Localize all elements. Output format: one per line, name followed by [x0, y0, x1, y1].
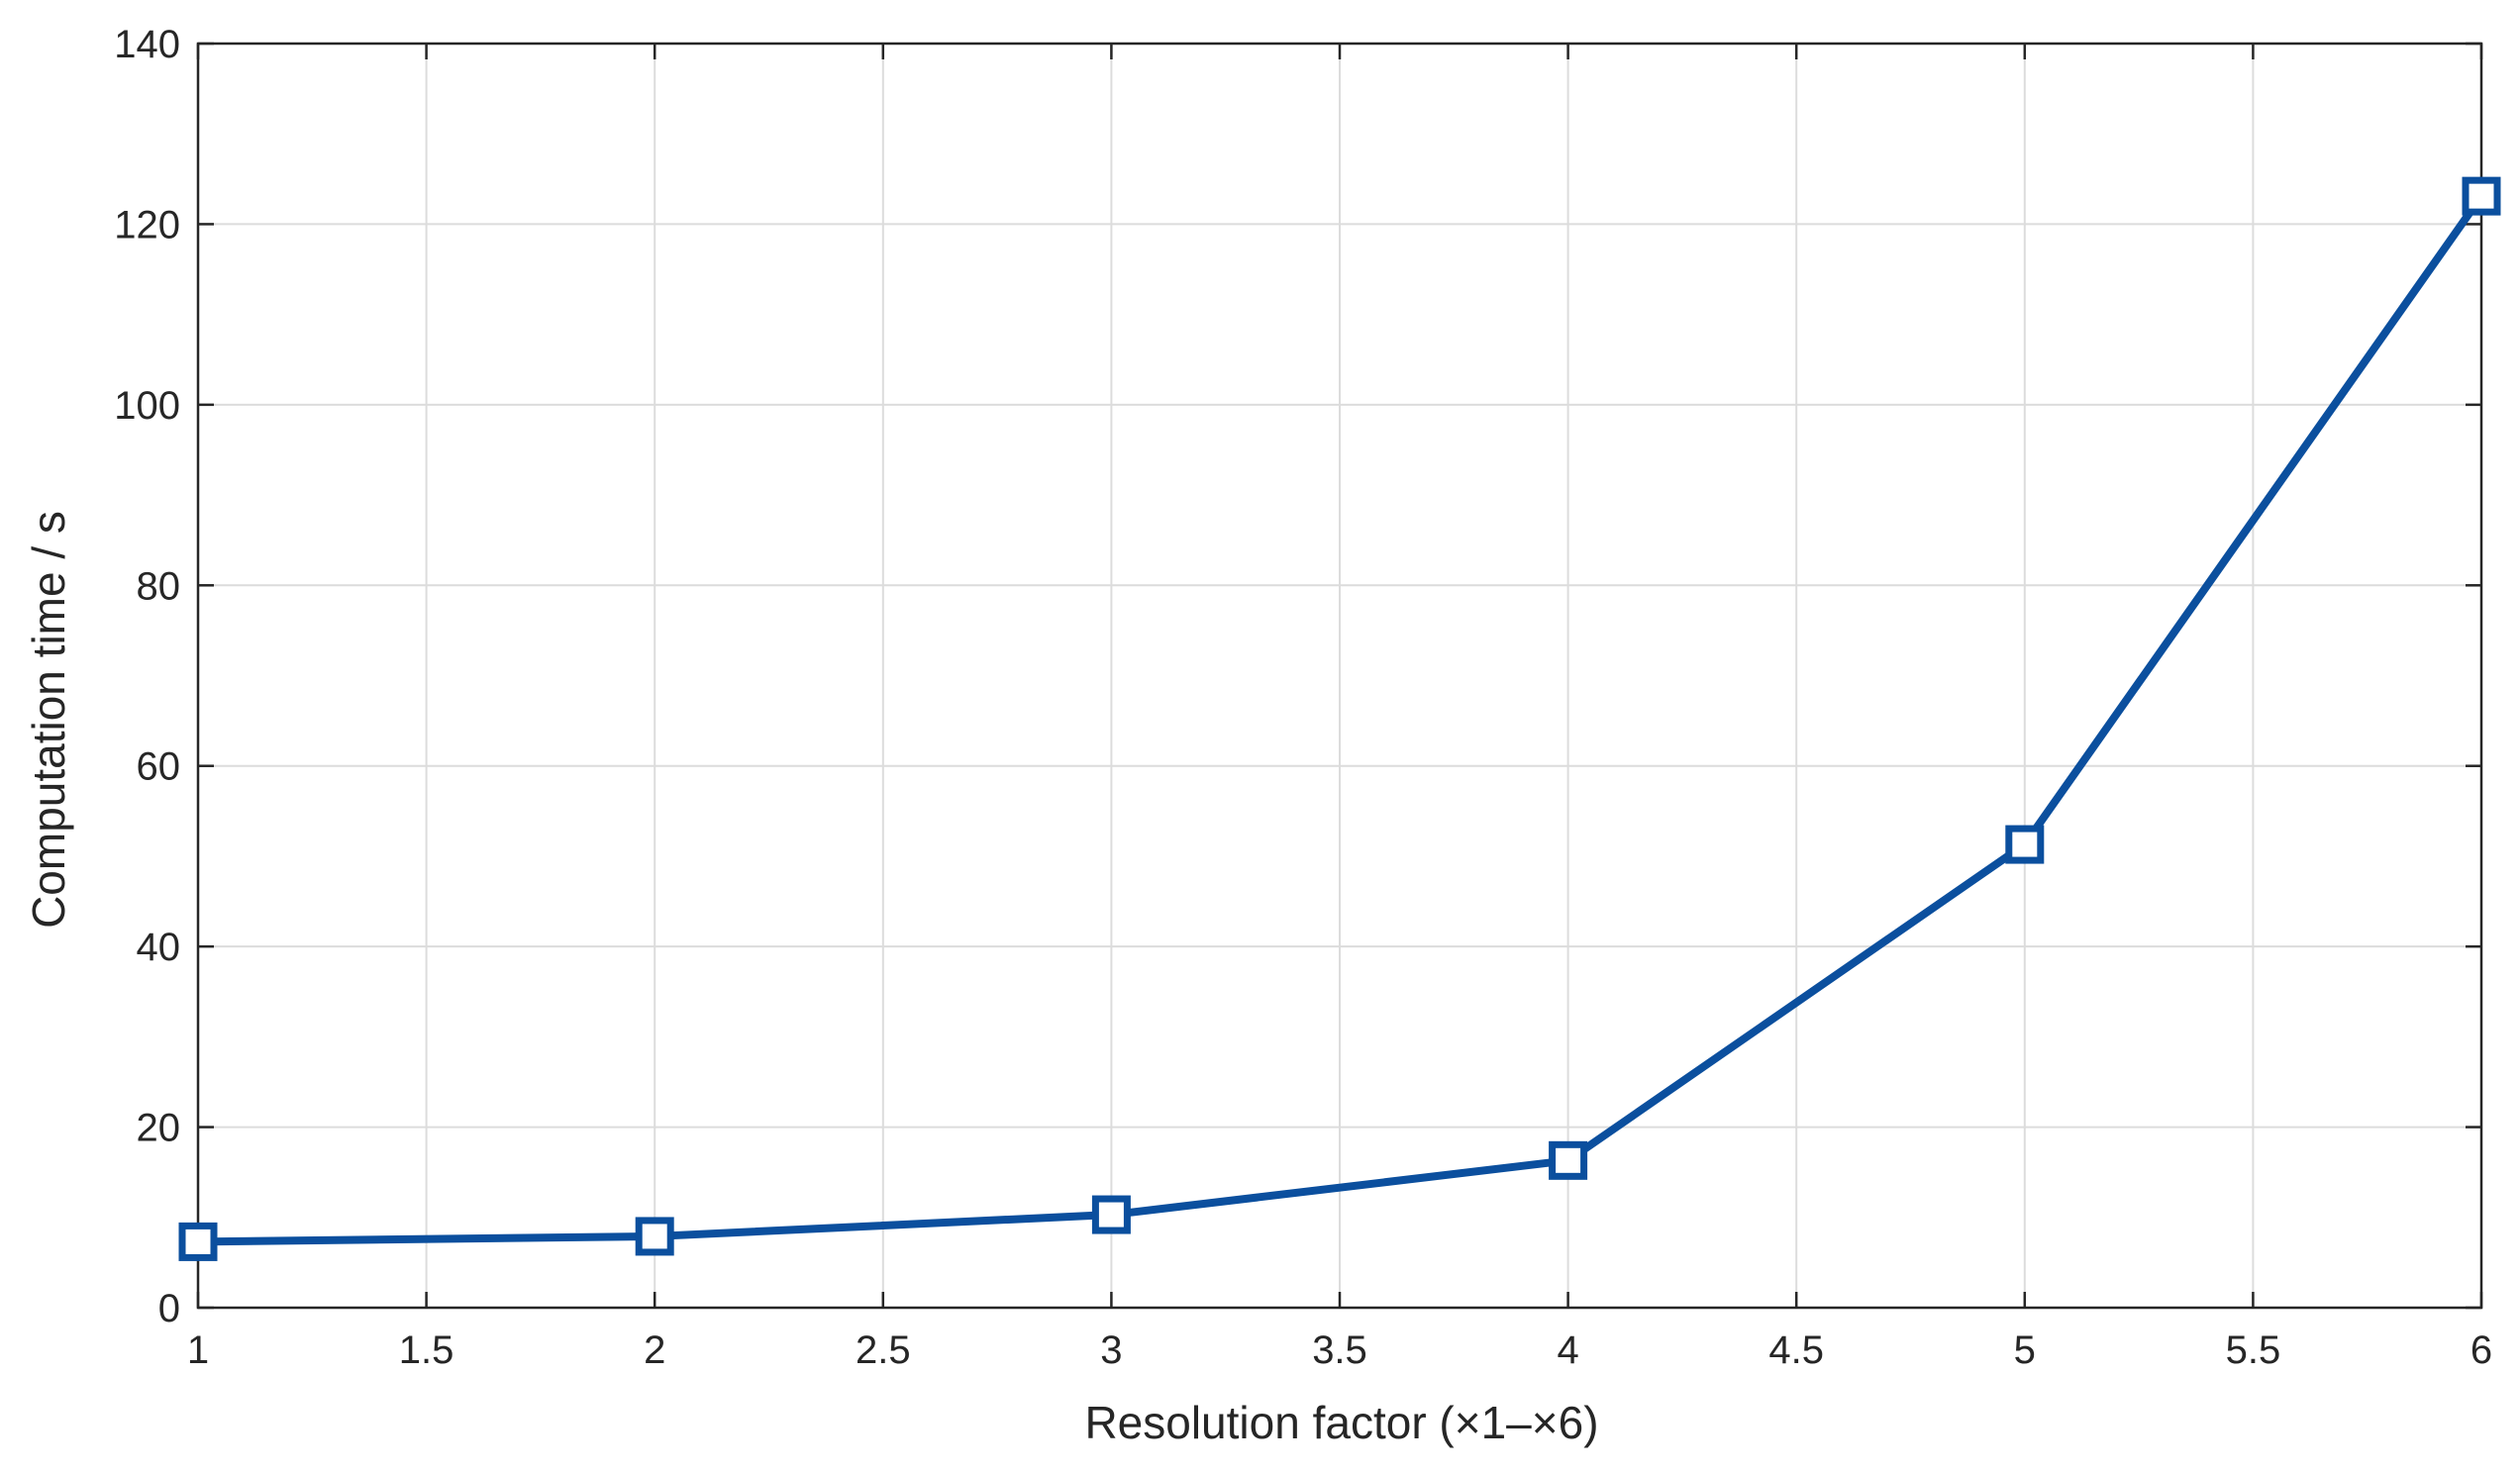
x-tick-label: 1: [187, 1328, 209, 1372]
data-point-marker: [1091, 1195, 1131, 1234]
x-tick-label: 2: [644, 1328, 665, 1372]
y-tick-label: 100: [114, 384, 180, 428]
data-point-marker: [178, 1222, 218, 1261]
y-tick-label: 120: [114, 203, 180, 246]
y-tick-label: 0: [158, 1287, 180, 1330]
data-point-marker: [2005, 825, 2045, 864]
x-tick-label: 3.5: [1312, 1328, 1367, 1372]
y-tick-label: 20: [137, 1107, 181, 1150]
y-tick-label: 80: [137, 564, 181, 608]
data-point-marker: [1549, 1140, 1588, 1180]
x-tick-label: 1.5: [399, 1328, 454, 1372]
y-axis-label: Computation time / s: [23, 511, 74, 929]
data-series: [178, 176, 2501, 1261]
x-axis-label: Resolution factor (×1–×6): [1084, 1397, 1598, 1448]
x-tick-label: 2.5: [856, 1328, 911, 1372]
y-tick-label: 40: [137, 926, 181, 969]
x-tick-label: 5.5: [2226, 1328, 2281, 1372]
data-point-marker: [635, 1217, 674, 1256]
axes: [196, 42, 2483, 1310]
x-tick-label: 3: [1100, 1328, 1122, 1372]
data-point-marker: [2462, 176, 2501, 216]
x-tick-label: 6: [2470, 1328, 2492, 1372]
x-tick-label: 5: [2014, 1328, 2036, 1372]
x-tick-label: 4: [1557, 1328, 1578, 1372]
x-tick-label: 4.5: [1768, 1328, 1824, 1372]
y-tick-label: 140: [114, 23, 180, 66]
series-line: [197, 193, 2485, 1246]
y-tick-label: 60: [137, 745, 181, 789]
